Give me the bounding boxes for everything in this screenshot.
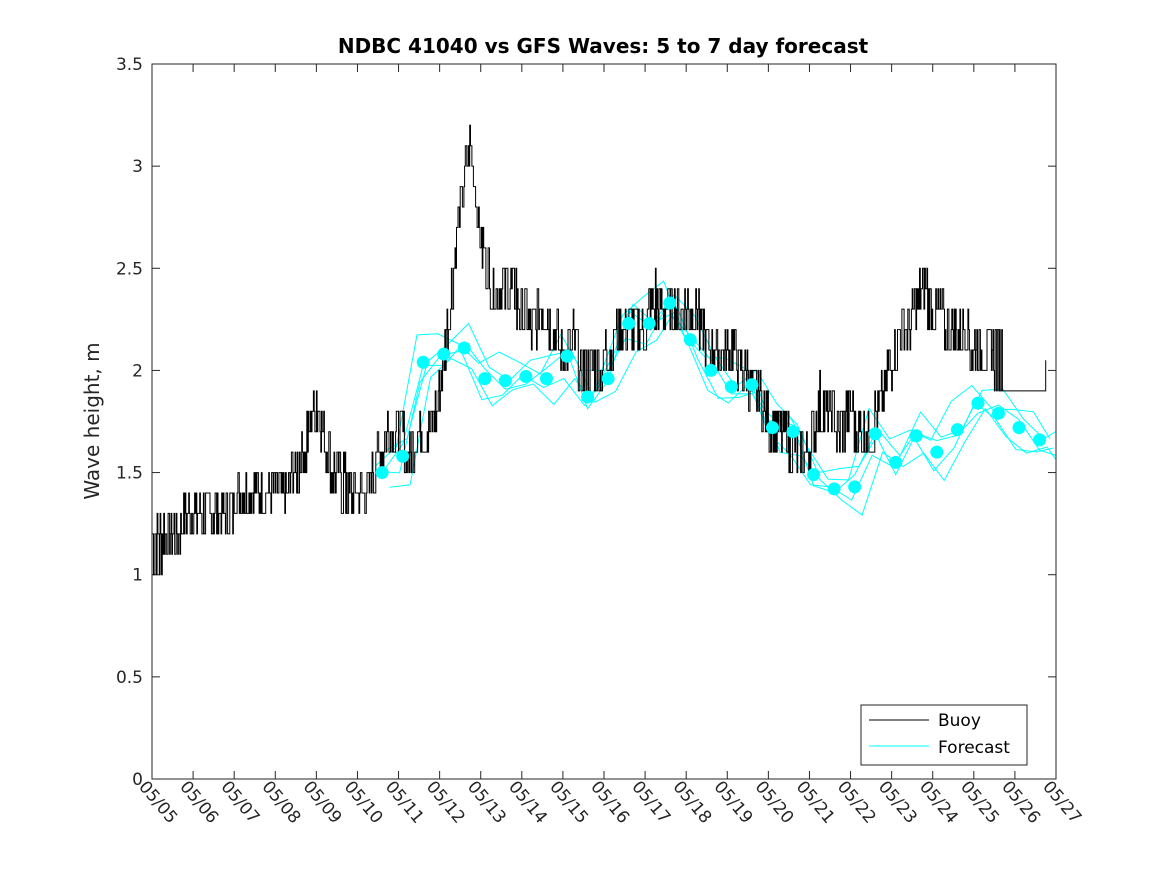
x-tick-label: 05/16 — [586, 777, 633, 827]
forecast-point — [601, 372, 615, 386]
y-tick-label: 3.5 — [116, 55, 143, 75]
forecast-point — [478, 372, 492, 386]
forecast-point — [765, 421, 779, 435]
forecast-point — [807, 468, 821, 482]
forecast-point — [745, 378, 759, 392]
x-tick-label: 05/26 — [997, 777, 1044, 827]
x-tick-label: 05/07 — [217, 777, 264, 827]
forecast-point — [848, 480, 862, 494]
x-tick-label: 05/14 — [504, 777, 551, 827]
x-tick-label: 05/18 — [669, 777, 716, 827]
forecast-point — [724, 380, 738, 394]
forecast-point — [991, 406, 1005, 420]
forecast-point — [416, 355, 430, 369]
y-tick-label: 0.5 — [116, 668, 143, 688]
x-tick-label: 05/27 — [1038, 777, 1085, 827]
legend-forecast-label: Forecast — [938, 738, 1010, 758]
y-tick-label: 1.5 — [116, 464, 143, 484]
x-tick-label: 05/05 — [134, 777, 181, 827]
buoy-line — [152, 124, 1047, 576]
forecast-point — [642, 316, 656, 330]
x-tick-label: 05/17 — [627, 777, 674, 827]
x-tick-label: 05/23 — [874, 777, 921, 827]
forecast-point — [560, 349, 574, 363]
forecast-point — [950, 423, 964, 437]
forecast-point — [539, 372, 553, 386]
y-tick-label: 2.5 — [116, 259, 143, 279]
forecast-point — [683, 333, 697, 347]
y-tick-label: 3 — [132, 157, 143, 177]
plot-area — [152, 64, 1056, 779]
forecast-point — [1012, 421, 1026, 435]
plot-frame — [151, 63, 1057, 780]
x-tick-label: 05/10 — [340, 777, 387, 827]
forecast-point — [1033, 433, 1047, 447]
x-tick-label: 05/22 — [833, 777, 880, 827]
x-tick-label: 05/20 — [751, 777, 798, 827]
forecast-point — [581, 390, 595, 404]
x-tick-label: 05/13 — [463, 777, 510, 827]
forecast-ensemble-line — [381, 310, 1057, 494]
forecast-point — [437, 347, 451, 361]
y-tick-label: 0 — [132, 770, 143, 790]
legend: Buoy Forecast — [860, 704, 1028, 766]
x-tick-label: 05/21 — [792, 777, 839, 827]
y-axis-label: Wave height, m — [80, 342, 104, 499]
forecast-point — [827, 482, 841, 496]
forecast-point — [622, 316, 636, 330]
forecast-point — [396, 449, 410, 463]
forecast-ensemble-line — [378, 304, 1054, 501]
forecast-point — [971, 396, 985, 410]
chart-title: NDBC 41040 vs GFS Waves: 5 to 7 day fore… — [338, 34, 869, 58]
x-tick-label: 05/11 — [381, 777, 428, 827]
y-tick-label: 2 — [132, 361, 143, 381]
forecast-point — [375, 466, 389, 480]
forecast-point — [498, 374, 512, 388]
x-tick-label: 05/09 — [299, 777, 346, 827]
forecast-point — [889, 455, 903, 469]
forecast-point — [786, 425, 800, 439]
x-tick-label: 05/06 — [175, 777, 222, 827]
y-axis-ticks: 0 0.5 1 1.5 2 2.5 3 3.5 — [116, 55, 1056, 790]
x-tick-label: 05/19 — [710, 777, 757, 827]
forecast-point — [663, 296, 677, 310]
forecast-point — [930, 445, 944, 459]
forecast-series — [375, 296, 1047, 496]
forecast-point — [704, 363, 718, 377]
y-tick-label: 1 — [132, 566, 143, 586]
legend-buoy-label: Buoy — [938, 711, 981, 731]
buoy-series — [152, 124, 1047, 576]
forecast-point — [868, 427, 882, 441]
forecast-ensemble-line — [386, 294, 1057, 474]
forecast-point — [519, 370, 533, 384]
x-tick-label: 05/15 — [545, 777, 592, 827]
x-tick-label: 05/24 — [915, 777, 962, 827]
forecast-point — [909, 429, 923, 443]
forecast-ensemble-line — [389, 306, 1057, 516]
legend-box — [860, 704, 1028, 766]
x-tick-label: 05/12 — [422, 777, 469, 827]
x-tick-label: 05/25 — [956, 777, 1003, 827]
forecast-point — [457, 341, 471, 355]
x-tick-label: 05/08 — [258, 777, 305, 827]
